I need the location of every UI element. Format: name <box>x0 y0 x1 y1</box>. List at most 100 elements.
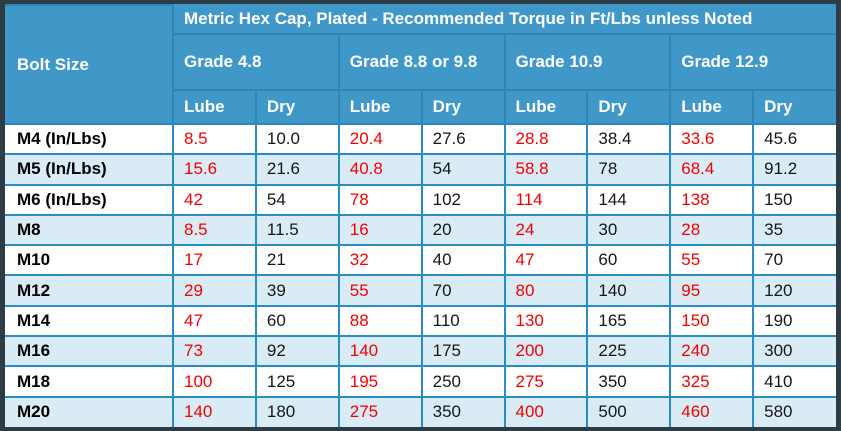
dry-value-cell: 410 <box>752 365 836 398</box>
dry-value-cell: 225 <box>586 335 672 368</box>
lube-value-cell: 195 <box>337 365 423 398</box>
dry-value-cell: 60 <box>586 244 672 277</box>
lube-value-cell: 28.8 <box>503 122 589 156</box>
dry-value-cell: 250 <box>420 365 506 398</box>
table-row: M6 (In/Lbs) 42 54 78 102 114 144 138 150 <box>5 183 836 216</box>
lube-value-cell: 95 <box>669 274 755 307</box>
table-row: M12 29 39 55 70 80 140 95 120 <box>5 274 836 307</box>
lube-value-cell: 8.5 <box>172 122 257 156</box>
dry-value-cell: 150 <box>752 183 836 216</box>
table-body: M4 (In/Lbs) 8.5 10.0 20.4 27.6 28.8 38.4 33.6 45… <box>5 122 836 427</box>
bolt-size-cell: M18 <box>5 365 174 398</box>
bolt-size-cell: M6 (In/Lbs) <box>5 183 174 216</box>
dry-value-cell: 350 <box>420 395 506 427</box>
lube-value-cell: 240 <box>669 335 755 368</box>
dry-value-cell: 92 <box>254 335 340 368</box>
lube-value-cell: 200 <box>503 335 589 368</box>
condition-header-row: Lube Dry Lube Dry Lube Dry Lube Dry <box>5 89 836 125</box>
dry-value-cell: 125 <box>254 365 340 398</box>
table-row: M4 (In/Lbs) 8.5 10.0 20.4 27.6 28.8 38.4 33.6 45… <box>5 122 836 156</box>
dry-value-cell: 500 <box>586 395 672 427</box>
dry-value-cell: 144 <box>586 183 672 216</box>
table-row: M5 (In/Lbs) 15.6 21.6 40.8 54 58.8 78 68.4 91.2 <box>5 153 836 186</box>
lube-value-cell: 460 <box>669 395 755 427</box>
lube-value-cell: 138 <box>669 183 755 216</box>
lube-value-cell: 29 <box>172 274 257 307</box>
lube-value-cell: 275 <box>337 395 423 427</box>
lube-value-cell: 47 <box>172 304 257 338</box>
dry-value-cell: 40 <box>420 244 506 277</box>
lube-value-cell: 400 <box>503 395 589 427</box>
lube-value-cell: 28 <box>669 213 755 247</box>
dry-value-cell: 350 <box>586 365 672 398</box>
lube-value-cell: 17 <box>172 244 257 277</box>
bolt-size-cell: M12 <box>5 274 174 307</box>
lube-value-cell: 55 <box>669 244 755 277</box>
bolt-size-cell: M20 <box>5 395 174 427</box>
dry-value-cell: 60 <box>254 304 340 338</box>
lube-value-cell: 42 <box>172 183 257 216</box>
dry-value-cell: 78 <box>586 153 672 186</box>
lube-value-cell: 20.4 <box>337 122 423 156</box>
lube-value-cell: 16 <box>337 213 423 247</box>
dry-value-cell: 165 <box>586 304 672 338</box>
lube-value-cell: 100 <box>172 365 257 398</box>
table-header: Bolt Size Metric Hex Cap, Plated - Recom… <box>5 4 836 125</box>
dry-value-cell: 10.0 <box>254 122 340 156</box>
dry-value-cell: 45.6 <box>752 122 836 156</box>
lube-value-cell: 15.6 <box>172 153 257 186</box>
lube-value-cell: 24 <box>503 213 589 247</box>
lube-value-cell: 8.5 <box>172 213 257 247</box>
lube-header: Lube <box>503 89 589 125</box>
dry-value-cell: 190 <box>752 304 836 338</box>
bolt-size-cell: M10 <box>5 244 174 277</box>
table-row: M20 140 180 275 350 400 500 460 580 <box>5 395 836 427</box>
dry-value-cell: 30 <box>586 213 672 247</box>
lube-value-cell: 140 <box>337 335 423 368</box>
dry-header: Dry <box>420 89 506 125</box>
dry-value-cell: 102 <box>420 183 506 216</box>
dry-value-cell: 54 <box>254 183 340 216</box>
lube-value-cell: 325 <box>669 365 755 398</box>
table-row: M10 17 21 32 40 47 60 55 70 <box>5 244 836 277</box>
dry-value-cell: 140 <box>586 274 672 307</box>
lube-value-cell: 114 <box>503 183 589 216</box>
lube-value-cell: 68.4 <box>669 153 755 186</box>
lube-value-cell: 275 <box>503 365 589 398</box>
table-row: M14 47 60 88 110 130 165 150 190 <box>5 304 836 338</box>
dry-value-cell: 20 <box>420 213 506 247</box>
dry-value-cell: 35 <box>752 213 836 247</box>
lube-header: Lube <box>172 89 257 125</box>
bolt-size-header: Bolt Size <box>5 4 174 125</box>
dry-value-cell: 180 <box>254 395 340 427</box>
dry-value-cell: 27.6 <box>420 122 506 156</box>
lube-value-cell: 47 <box>503 244 589 277</box>
lube-value-cell: 55 <box>337 274 423 307</box>
dry-header: Dry <box>254 89 340 125</box>
dry-value-cell: 580 <box>752 395 836 427</box>
dry-value-cell: 54 <box>420 153 506 186</box>
lube-value-cell: 88 <box>337 304 423 338</box>
dry-value-cell: 70 <box>752 244 836 277</box>
grade-12-9-header: Grade 12.9 <box>669 33 836 91</box>
dry-value-cell: 300 <box>752 335 836 368</box>
dry-header: Dry <box>752 89 836 125</box>
lube-value-cell: 140 <box>172 395 257 427</box>
lube-value-cell: 150 <box>669 304 755 338</box>
dry-header: Dry <box>586 89 672 125</box>
dry-value-cell: 120 <box>752 274 836 307</box>
lube-value-cell: 58.8 <box>503 153 589 186</box>
lube-value-cell: 32 <box>337 244 423 277</box>
lube-value-cell: 40.8 <box>337 153 423 186</box>
bolt-size-cell: M8 <box>5 213 174 247</box>
dry-value-cell: 11.5 <box>254 213 340 247</box>
bolt-size-cell: M14 <box>5 304 174 338</box>
dry-value-cell: 21.6 <box>254 153 340 186</box>
grade-4-8-header: Grade 4.8 <box>172 33 340 91</box>
table-row: M8 8.5 11.5 16 20 24 30 28 35 <box>5 213 836 247</box>
dry-value-cell: 70 <box>420 274 506 307</box>
lube-value-cell: 78 <box>337 183 423 216</box>
dry-value-cell: 91.2 <box>752 153 836 186</box>
dry-value-cell: 39 <box>254 274 340 307</box>
